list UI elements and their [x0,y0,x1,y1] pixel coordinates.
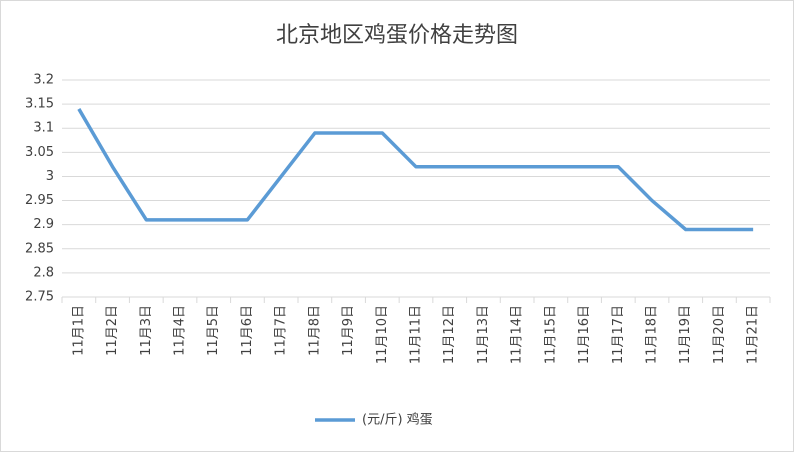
y-tick-label: 3 [46,169,54,184]
y-tick-label: 2.8 [33,265,54,280]
x-tick-label: 11月6日 [240,305,255,356]
x-tick-label: 11月10日 [375,305,390,364]
x-tick-label: 11月4日 [173,305,188,356]
x-tick-label: 11月8日 [307,305,322,356]
x-tick-label: 11月16日 [577,305,592,364]
y-tick-label: 3.15 [25,97,54,112]
x-tick-label: 11月5日 [206,305,221,356]
x-tick-label: 11月2日 [105,305,120,356]
y-tick-label: 2.95 [25,193,54,208]
x-tick-label: 11月3日 [139,305,154,356]
y-tick-label: 2.85 [25,241,54,256]
x-tick-label: 11月13日 [476,305,491,364]
x-tick-label: 11月12日 [442,305,457,364]
x-tick-label: 11月14日 [510,305,525,364]
x-tick-label: 11月21日 [746,305,761,364]
legend-label: (元/斤) 鸡蛋 [362,412,433,428]
y-tick-label: 3.1 [33,121,54,136]
series-line [77,108,754,232]
x-tick-label: 11月18日 [645,305,660,364]
x-tick-label: 11月15日 [543,305,558,364]
x-tick-label: 11月7日 [274,305,289,356]
x-tick-label: 11月11日 [409,305,424,364]
y-tick-label: 2.75 [25,290,54,305]
x-tick-label: 11月9日 [341,305,356,356]
x-tick-label: 11月17日 [611,305,626,364]
y-tick-label: 3.05 [25,145,54,160]
x-tick-label: 11月1日 [71,305,86,356]
x-tick-label: 11月19日 [678,305,693,364]
y-tick-label: 2.9 [33,217,54,232]
x-tick-label: 11月20日 [712,305,727,364]
y-tick-label: 3.2 [33,73,54,88]
chart-title: 北京地区鸡蛋价格走势图 [276,23,518,48]
